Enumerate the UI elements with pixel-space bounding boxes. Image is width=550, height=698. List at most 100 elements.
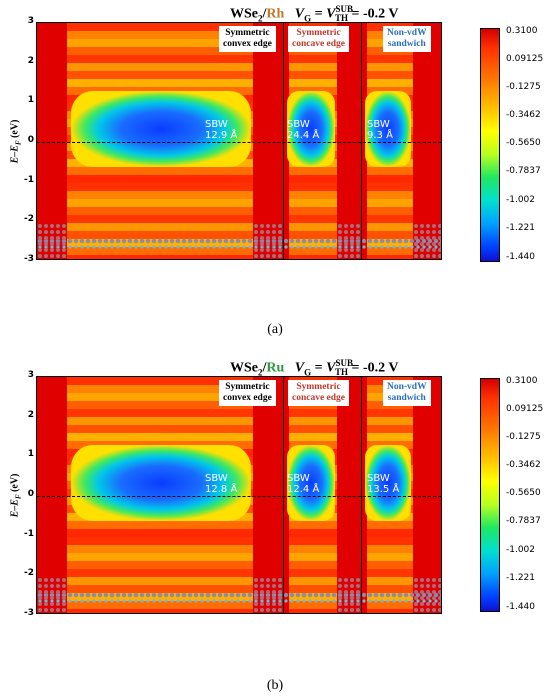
atom-marker [85, 592, 91, 598]
heatmap-band [37, 207, 441, 215]
atom-marker [433, 592, 439, 598]
metal-atom-marker [62, 230, 66, 234]
metal-atom-marker [56, 230, 60, 234]
region-label-sandwich: Non-vdW sandwich [383, 380, 431, 406]
metal-atom-marker [338, 578, 342, 582]
metal-contact-stripe [413, 23, 441, 259]
atom-marker [259, 238, 265, 244]
metal-atom-marker [50, 242, 54, 246]
atom-marker [146, 599, 150, 603]
metal-atom-marker [266, 602, 270, 606]
atom-marker [206, 245, 210, 249]
metal-atom-marker [44, 590, 48, 594]
atom-marker [67, 238, 73, 244]
atom-marker [283, 238, 289, 244]
fermi-level-line [37, 142, 441, 143]
metal-contact-stripe [37, 23, 67, 259]
atom-marker [416, 245, 420, 249]
metal-contact-stripe [253, 377, 283, 613]
atom-marker [80, 245, 84, 249]
atom-marker [224, 599, 228, 603]
metal-atom-marker [338, 602, 342, 606]
atom-marker [242, 599, 246, 603]
atom-marker [272, 599, 276, 603]
atom-marker [313, 592, 319, 598]
metal-atom-marker [260, 230, 264, 234]
atom-marker [421, 592, 427, 598]
metal-atom-marker [272, 602, 276, 606]
atom-marker [38, 599, 42, 603]
metal-atom-marker [414, 230, 418, 234]
heatmap-band [37, 175, 441, 183]
atom-marker [289, 238, 295, 244]
atom-marker [338, 245, 342, 249]
atom-marker [187, 238, 193, 244]
metal-atom-marker [272, 590, 276, 594]
atom-marker [80, 599, 84, 603]
atom-marker [212, 245, 216, 249]
metal-atom-marker [420, 242, 424, 246]
atom-marker [422, 245, 426, 249]
metal-atom-marker [254, 254, 258, 258]
heatmap-band [37, 433, 441, 441]
metal-atom-marker [338, 608, 342, 612]
metal-atom-marker [414, 596, 418, 600]
atom-marker [98, 245, 102, 249]
metal-atom-marker [254, 248, 258, 252]
atom-marker [278, 599, 282, 603]
metal-atom-marker [420, 236, 424, 240]
metal-atom-marker [56, 596, 60, 600]
metal-atom-marker [56, 248, 60, 252]
metal-atom-marker [260, 236, 264, 240]
metal-atom-marker [38, 236, 42, 240]
metal-atom-marker [272, 596, 276, 600]
atom-marker [392, 599, 396, 603]
atom-marker [122, 245, 126, 249]
atom-marker [385, 592, 391, 598]
atom-marker [319, 238, 325, 244]
atom-marker [380, 245, 384, 249]
heatmap-band [37, 569, 441, 577]
atom-marker [49, 592, 55, 598]
metal-atom-marker [426, 590, 430, 594]
metal-atom-marker [62, 590, 66, 594]
colorbar-tick-label: -0.7837 [506, 516, 541, 526]
metal-atom-marker [344, 608, 348, 612]
metal-atom-marker [344, 596, 348, 600]
atom-marker [55, 592, 61, 598]
atom-marker [331, 592, 337, 598]
atom-marker [79, 592, 85, 598]
atom-marker [295, 238, 301, 244]
metal-atom-marker [62, 254, 66, 258]
metal-atom-marker [356, 248, 360, 252]
atom-marker [175, 238, 181, 244]
panel-a: WSe2/Rh VG = VSUBTH = -0.2 V Symmetric co… [0, 0, 550, 320]
atom-marker [241, 238, 247, 244]
atom-marker [397, 238, 403, 244]
metal-atom-marker [272, 578, 276, 582]
heatmap-band [37, 441, 441, 449]
metal-atom-marker [62, 596, 66, 600]
metal-contact-stripe [361, 23, 367, 259]
atom-marker [169, 238, 175, 244]
y-tick-label: -1 [24, 175, 34, 185]
atom-marker [110, 245, 114, 249]
metal-atom-marker [438, 608, 441, 612]
metal-atom-marker [356, 254, 360, 258]
atom-marker [121, 592, 127, 598]
metal-atom-marker [356, 578, 360, 582]
atom-marker [439, 593, 441, 597]
metal-atom-marker [266, 224, 270, 228]
region-label-convex: Symmetric convex edge [219, 380, 276, 406]
atom-marker [224, 245, 228, 249]
atom-marker [85, 238, 91, 244]
atom-marker [230, 245, 234, 249]
heatmap-band [37, 87, 441, 95]
atom-marker [295, 592, 301, 598]
atom-marker [278, 245, 282, 249]
atom-marker [182, 599, 186, 603]
atom-marker [421, 238, 427, 244]
metal-atom-marker [356, 584, 360, 588]
metal-atom-marker [266, 230, 270, 234]
metal-atom-marker [344, 248, 348, 252]
